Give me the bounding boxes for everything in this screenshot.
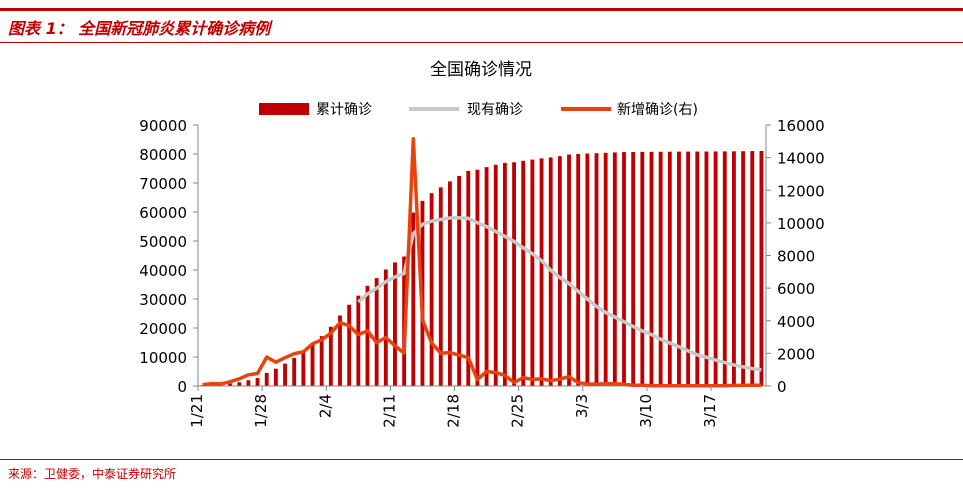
bar-cumulative xyxy=(292,358,296,386)
header-rule xyxy=(0,42,963,43)
bar-cumulative xyxy=(320,336,324,386)
bar-cumulative xyxy=(475,170,479,386)
left-tick-label: 10000 xyxy=(139,349,187,367)
right-tick-label: 4000 xyxy=(777,313,815,331)
bar-cumulative xyxy=(246,380,250,386)
bar-cumulative xyxy=(503,163,507,386)
bar-cumulative xyxy=(485,167,489,386)
bar-cumulative xyxy=(585,154,589,386)
bar-cumulative xyxy=(347,305,351,386)
left-axis-ticks: 0 10000 20000 30000 40000 50000 60000 70000 8000… xyxy=(139,117,198,396)
left-tick-label: 30000 xyxy=(139,291,187,309)
bar-cumulative xyxy=(366,286,370,386)
bar-cumulative xyxy=(558,156,562,386)
x-tick-label: 2/25 xyxy=(509,394,527,428)
bar-cumulative xyxy=(631,152,635,386)
right-tick-label: 0 xyxy=(777,378,787,396)
left-tick-label: 40000 xyxy=(139,262,187,280)
bar-cumulative xyxy=(595,153,599,386)
bar-cumulative xyxy=(237,382,241,386)
left-tick-label: 60000 xyxy=(139,204,187,222)
x-tick-label: 2/18 xyxy=(445,394,463,428)
bar-cumulative xyxy=(439,187,443,386)
bar-cumulative xyxy=(311,344,315,386)
bar-cumulative xyxy=(274,369,278,386)
bar-cumulative xyxy=(714,151,718,386)
legend-label-cumulative: 累计确诊 xyxy=(316,102,372,118)
left-tick-label: 80000 xyxy=(139,146,187,164)
x-tick-label: 3/17 xyxy=(701,394,719,428)
bar-cumulative xyxy=(759,151,763,386)
bar-cumulative xyxy=(256,378,260,386)
legend-swatch-cumulative xyxy=(259,103,309,115)
x-tick-label: 2/4 xyxy=(316,394,334,418)
bar-cumulative xyxy=(384,270,388,386)
top-rule xyxy=(0,8,963,11)
bar-cumulative xyxy=(521,161,525,386)
left-tick-label: 70000 xyxy=(139,175,187,193)
bar-cumulative xyxy=(723,151,727,386)
bar-cumulative xyxy=(265,373,269,386)
bar-cumulative xyxy=(576,154,580,386)
bar-cumulative xyxy=(393,262,397,386)
figure-title: 图表 1： 全国新冠肺炎累计确诊病例 xyxy=(8,15,270,39)
bar-cumulative xyxy=(448,181,452,386)
bar-cumulative xyxy=(567,155,571,386)
bar-cumulative xyxy=(640,152,644,386)
bar-cumulative xyxy=(677,152,681,386)
bottom-rule xyxy=(0,459,963,460)
bar-cumulative xyxy=(659,152,663,386)
x-tick-label: 1/28 xyxy=(252,394,270,428)
x-tick-label: 3/10 xyxy=(637,394,655,428)
x-tick-label: 3/3 xyxy=(573,394,591,418)
left-tick-label: 50000 xyxy=(139,233,187,251)
left-tick-label: 0 xyxy=(177,378,187,396)
bar-cumulative xyxy=(613,152,617,386)
bar-cumulative xyxy=(705,152,709,386)
bar-cumulative xyxy=(375,278,379,386)
bar-cumulative xyxy=(356,296,360,386)
legend-label-current: 现有确诊 xyxy=(467,102,523,118)
left-tick-label: 90000 xyxy=(139,117,187,135)
x-tick-label: 2/11 xyxy=(380,394,398,428)
right-tick-label: 6000 xyxy=(777,280,815,298)
right-tick-label: 10000 xyxy=(777,215,825,233)
right-tick-label: 14000 xyxy=(777,150,825,168)
bar-cumulative xyxy=(741,151,745,386)
right-tick-label: 2000 xyxy=(777,345,815,363)
right-tick-label: 12000 xyxy=(777,182,825,200)
bar-cumulative xyxy=(732,151,736,386)
legend: 累计确诊 现有确诊 新增确诊(右) xyxy=(259,102,698,118)
bar-cumulative xyxy=(494,165,498,386)
right-tick-label: 16000 xyxy=(777,117,825,135)
bar-cumulative xyxy=(512,162,516,386)
bar-cumulative xyxy=(301,352,305,386)
left-tick-label: 20000 xyxy=(139,320,187,338)
bar-cumulative xyxy=(650,152,654,386)
bar-cumulative xyxy=(750,151,754,386)
bar-cumulative xyxy=(466,171,470,386)
bar-cumulative xyxy=(668,152,672,386)
chart: 全国确诊情况 累计确诊 现有确诊 新增确诊(右) 010000200003000… xyxy=(0,44,963,456)
chart-title: 全国确诊情况 xyxy=(430,60,532,80)
bar-cumulative xyxy=(530,160,534,386)
bar-cumulative xyxy=(604,153,608,386)
bar-cumulative xyxy=(540,158,544,386)
bar-cumulative xyxy=(695,152,699,386)
right-axis-ticks: 0 2000 4000 6000 8000 10000 12000 14000 16000 xyxy=(766,117,825,396)
x-axis-ticks: 1/21 1/28 2/4 2/11 2/18 2/25 3/3 3/10 3/17 xyxy=(188,386,719,428)
legend-label-new: 新增确诊(右) xyxy=(617,102,698,118)
source-note: 来源：卫健委，中泰证券研究所 xyxy=(8,465,176,482)
right-tick-label: 8000 xyxy=(777,248,815,266)
bar-cumulative xyxy=(622,152,626,386)
x-tick-label: 1/21 xyxy=(188,394,206,428)
bar-cumulative xyxy=(283,364,287,386)
cumulative-bars xyxy=(201,151,764,386)
